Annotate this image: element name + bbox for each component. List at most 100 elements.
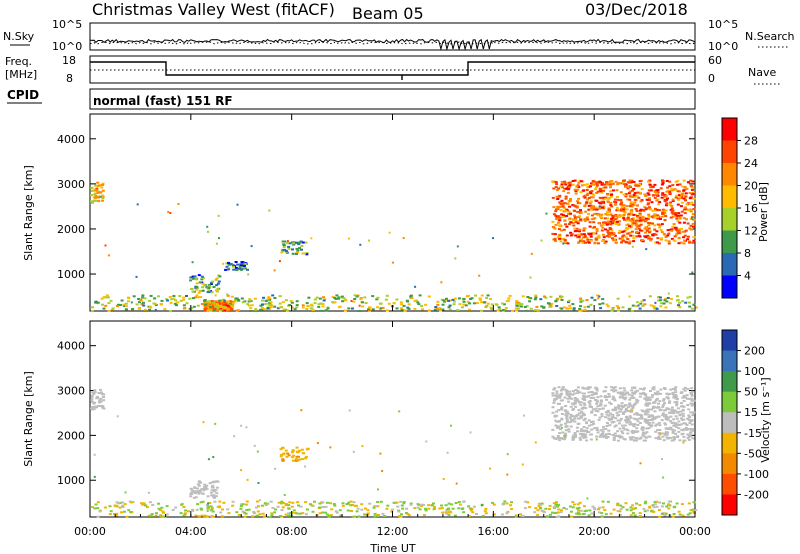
data-cell [662,512,666,515]
data-cell [295,241,298,244]
data-cell [577,409,581,412]
data-cell [198,281,202,284]
data-cell [421,308,424,311]
data-cell [398,515,401,518]
data-cell [689,391,693,394]
data-cell [639,223,643,226]
data-cell [605,211,609,214]
data-cell [558,233,562,236]
data-cell [640,188,644,191]
data-cell [655,500,659,503]
data-cell [439,309,443,312]
data-cell [560,229,564,232]
data-cell [184,512,187,515]
data-cell [571,438,575,441]
colorbar-tick-label: 200 [744,345,765,358]
data-cell [515,304,519,307]
freq-right-tick-bottom: 0 [708,72,715,85]
data-cell [203,483,207,486]
data-cell [668,401,671,404]
data-cell [684,396,687,399]
data-cell [585,431,589,434]
data-cell [618,436,622,438]
data-cell [626,216,630,219]
data-cell [610,309,614,312]
data-cell [662,209,666,212]
data-cell [90,400,94,403]
data-cell [678,216,682,219]
data-cell [216,282,220,285]
data-cell [616,504,620,507]
data-cell [636,185,640,188]
data-cell [647,427,651,430]
data-cell [544,296,548,299]
data-cell [357,310,361,312]
data-cell [689,402,693,405]
data-cell [413,507,417,510]
data-cell [599,404,603,407]
data-cell [608,235,611,238]
data-cell [584,433,588,436]
data-cell [201,289,205,292]
data-cell [586,218,590,221]
data-cell [565,225,569,228]
data-cell [669,201,673,204]
data-cell [367,308,371,311]
scatter-cell [93,475,96,478]
data-cell [676,183,680,186]
data-cell [353,298,357,300]
data-cell [670,188,674,190]
data-cell [637,232,641,234]
data-cell [611,237,614,240]
data-cell [690,188,694,191]
data-cell [321,305,325,308]
data-cell [687,414,691,417]
data-cell [129,511,133,514]
data-cell [550,302,554,305]
data-cell [590,296,594,299]
data-cell [236,299,240,301]
data-cell [432,508,436,511]
data-cell [252,510,256,513]
data-cell [298,449,302,452]
data-cell [614,389,618,392]
data-cell [648,408,652,411]
data-cell [666,418,670,421]
data-cell [573,417,577,420]
data-cell [469,298,473,300]
data-cell [638,191,642,194]
data-cell [215,284,219,287]
data-cell [608,183,612,186]
scatter-cell [217,214,220,217]
data-cell [239,264,243,267]
data-cell [606,305,610,308]
data-cell [226,308,230,311]
data-cell [351,504,355,506]
data-cell [102,307,106,310]
data-cell [609,233,613,236]
data-cell [651,209,655,212]
data-cell [249,310,253,312]
data-cell [554,511,558,514]
data-cell [563,182,567,185]
data-cell [208,285,212,288]
scatter-cell [629,202,632,205]
data-cell [653,196,657,199]
data-cell [589,239,593,242]
data-cell [568,397,572,400]
data-cell [238,266,242,268]
data-cell [615,196,619,198]
data-cell [343,309,347,312]
data-cell [681,185,685,188]
data-cell [324,505,328,508]
data-cell [418,294,422,297]
scatter-cell [240,469,243,472]
data-cell [204,302,208,305]
data-cell [634,183,638,186]
data-cell [579,191,583,194]
data-cell [675,502,679,505]
scatter-cell [147,491,150,494]
data-cell [638,512,642,515]
data-cell [567,395,571,398]
data-cell [292,241,296,244]
